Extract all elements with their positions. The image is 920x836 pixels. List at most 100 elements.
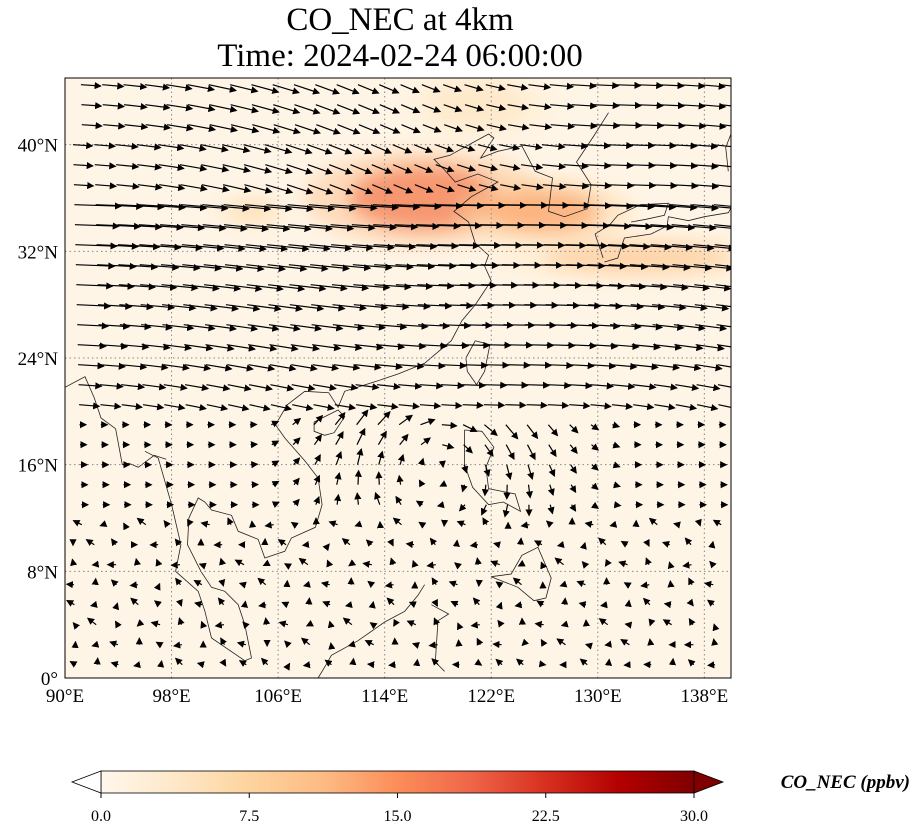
wind-arrow — [614, 101, 643, 109]
wind-arrow — [166, 84, 193, 92]
wind-arrow — [505, 464, 513, 481]
wind-arrow — [651, 283, 689, 291]
wind-arrow — [288, 264, 329, 272]
wind-arrow — [716, 324, 731, 328]
wind-arrow — [395, 495, 403, 506]
wind-arrow — [229, 84, 259, 94]
wind-arrow — [463, 444, 473, 454]
wind-arrow — [656, 82, 685, 90]
wind-arrow — [141, 323, 173, 331]
wind-arrow — [226, 324, 259, 332]
wind-arrow — [354, 492, 362, 505]
wind-arrow — [251, 84, 280, 94]
wind-arrow — [520, 521, 530, 529]
wind-arrow — [566, 282, 604, 290]
wind-arrow — [507, 123, 530, 131]
wind-arrow — [109, 640, 119, 648]
lon-tick-label: 90°E — [46, 686, 84, 707]
wind-arrow — [693, 264, 731, 272]
wind-arrow — [268, 284, 306, 292]
wind-arrow — [283, 662, 291, 671]
wind-arrow — [456, 622, 464, 631]
wind-arrow — [598, 537, 607, 546]
wind-arrow — [257, 577, 267, 586]
wind-arrow — [461, 361, 489, 369]
map-frame — [64, 77, 732, 679]
wind-arrow — [631, 343, 661, 351]
wind-arrow — [568, 382, 593, 390]
wind-arrow — [268, 304, 303, 312]
wind-arrow — [671, 204, 719, 212]
wind-arrow — [648, 141, 677, 150]
wind-arrow — [563, 142, 589, 150]
wind-arrow — [396, 474, 404, 485]
wind-arrow — [271, 501, 280, 508]
wind-arrow — [525, 484, 533, 499]
wind-arrow — [251, 104, 280, 114]
wind-arrow — [614, 121, 643, 129]
wind-arrow — [354, 323, 387, 331]
wind-arrow — [377, 411, 391, 426]
wind-arrow — [243, 144, 272, 154]
wind-arrow — [379, 84, 400, 94]
wind-arrow — [408, 601, 417, 609]
wind-arrow — [484, 424, 498, 436]
wind-arrow — [649, 203, 698, 211]
wind-arrow — [600, 601, 608, 609]
wind-arrow — [505, 444, 515, 461]
lon-tick-label: 130°E — [574, 686, 622, 707]
wind-arrow — [121, 382, 146, 391]
wind-arrow — [662, 619, 672, 627]
wind-arrow — [520, 163, 544, 171]
wind-arrow — [120, 343, 150, 351]
wind-arrow — [438, 262, 478, 270]
wind-arrow — [393, 184, 414, 194]
wind-arrow — [351, 223, 397, 231]
wind-arrow — [610, 362, 638, 370]
wind-arrow — [244, 204, 293, 213]
wind-arrow — [464, 104, 485, 112]
wind-arrow — [100, 402, 122, 410]
wind-arrow — [96, 242, 139, 250]
wind-arrow — [76, 282, 114, 290]
wind-arrow — [293, 84, 321, 95]
wind-arrow — [527, 464, 535, 481]
wind-arrow — [411, 559, 419, 568]
wind-arrow — [222, 184, 252, 194]
wind-arrow — [136, 517, 147, 526]
wind-arrow — [565, 262, 606, 270]
wind-arrow — [493, 541, 501, 549]
wind-arrow — [182, 264, 223, 272]
wind-arrow — [422, 104, 442, 113]
wind-arrow — [457, 184, 477, 192]
wind-arrow — [547, 504, 555, 515]
wind-arrow — [720, 104, 731, 107]
wind-arrow — [533, 540, 543, 548]
wind-arrow — [118, 283, 156, 291]
wind-arrow — [182, 284, 220, 292]
wind-arrow — [714, 244, 731, 248]
wind-arrow — [461, 464, 469, 474]
wind-arrow — [559, 580, 568, 588]
wind-arrow — [365, 539, 374, 547]
wind-arrow — [563, 162, 589, 170]
wind-arrow — [180, 204, 229, 212]
wind-arrow — [175, 577, 183, 586]
wind-arrow — [312, 364, 340, 372]
wind-arrow — [546, 341, 576, 350]
wind-arrow — [118, 263, 159, 271]
wind-arrow — [585, 202, 634, 210]
wind-arrow — [137, 163, 163, 171]
wind-arrow — [631, 323, 664, 331]
wind-arrow — [353, 283, 391, 291]
wind-arrow — [462, 401, 484, 409]
wind-arrow — [521, 638, 530, 647]
wind-arrow — [364, 640, 374, 647]
wind-arrow — [478, 184, 499, 192]
wind-arrow — [73, 181, 95, 190]
wind-arrow — [610, 342, 640, 351]
wind-arrow — [260, 657, 269, 666]
wind-arrow — [160, 224, 206, 232]
wind-arrow — [542, 162, 567, 170]
wind-arrow — [97, 262, 137, 270]
